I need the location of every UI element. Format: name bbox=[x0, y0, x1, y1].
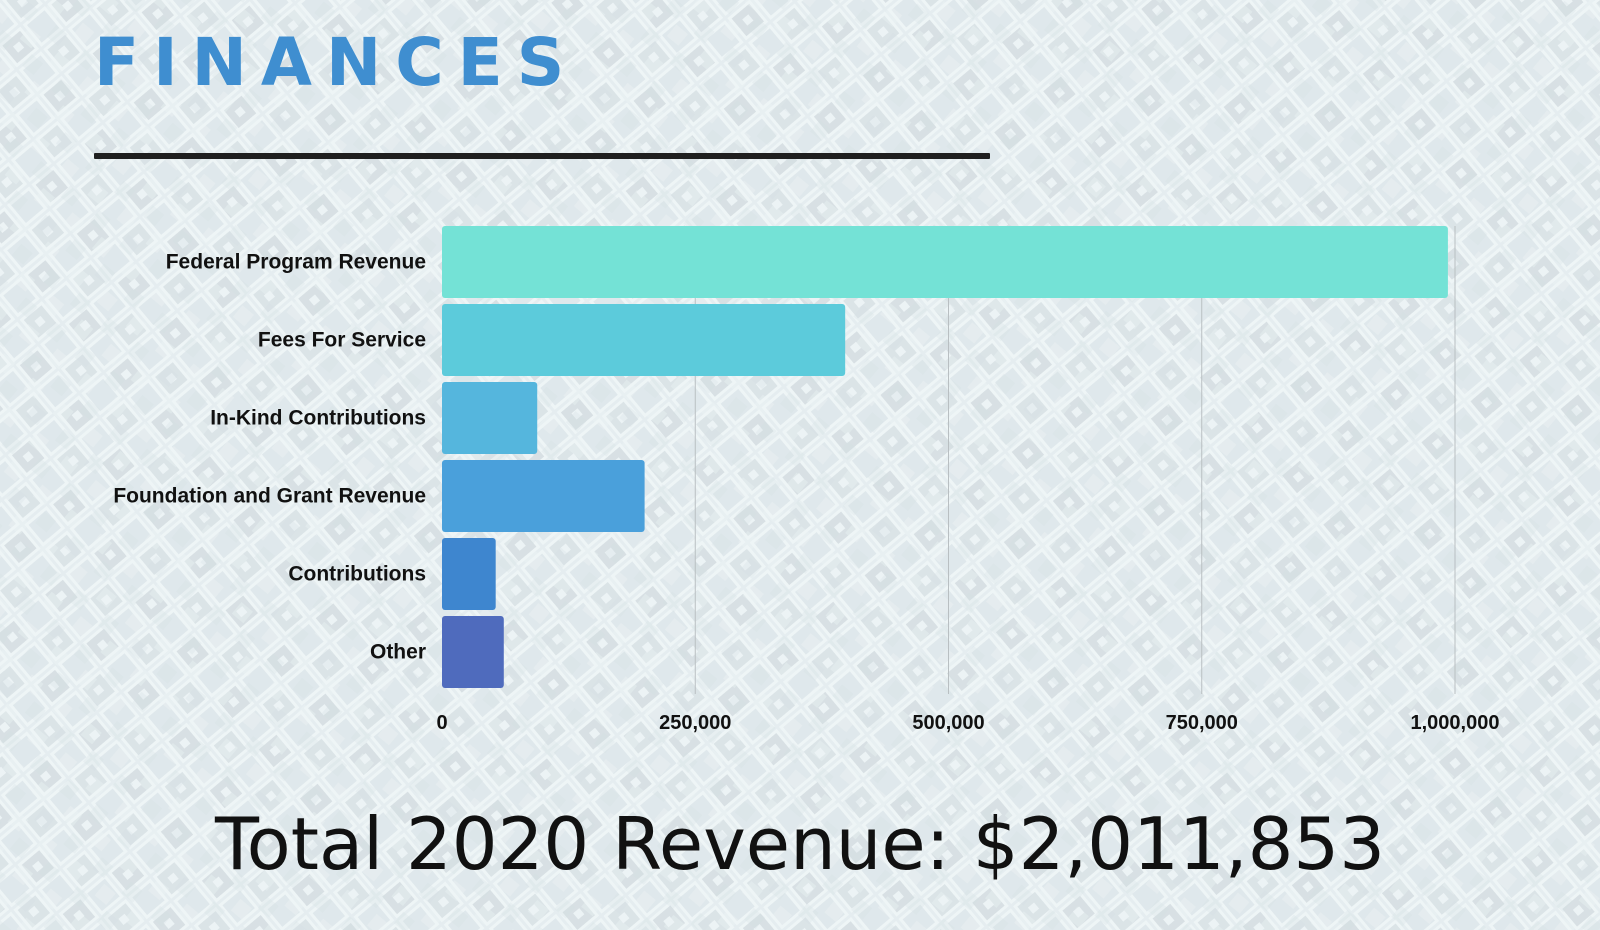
title-divider bbox=[94, 153, 990, 159]
category-label-1: Federal Program Revenue bbox=[166, 251, 426, 274]
category-label-4: Foundation and Grant Revenue bbox=[113, 485, 426, 508]
bar-3 bbox=[442, 382, 538, 454]
bar-2 bbox=[442, 304, 846, 376]
bar-6 bbox=[442, 616, 504, 688]
bar-4 bbox=[442, 460, 645, 532]
category-label-3: In-Kind Contributions bbox=[210, 407, 426, 430]
bar-1 bbox=[442, 226, 1448, 298]
x-tick-label-4: 750,000 bbox=[1166, 712, 1238, 734]
x-tick-label-3: 500,000 bbox=[912, 712, 984, 734]
category-label-5: Contributions bbox=[288, 563, 426, 586]
category-label-2: Fees For Service bbox=[258, 329, 426, 352]
bar-5 bbox=[442, 538, 496, 610]
page-title: FINANCES bbox=[94, 24, 579, 101]
category-label-6: Other bbox=[370, 641, 426, 664]
x-tick-label-5: 1,000,000 bbox=[1411, 712, 1500, 734]
x-tick-label-1: 0 bbox=[436, 712, 447, 734]
total-revenue-text: Total 2020 Revenue: $2,011,853 bbox=[214, 802, 1386, 886]
x-tick-label-2: 250,000 bbox=[659, 712, 731, 734]
